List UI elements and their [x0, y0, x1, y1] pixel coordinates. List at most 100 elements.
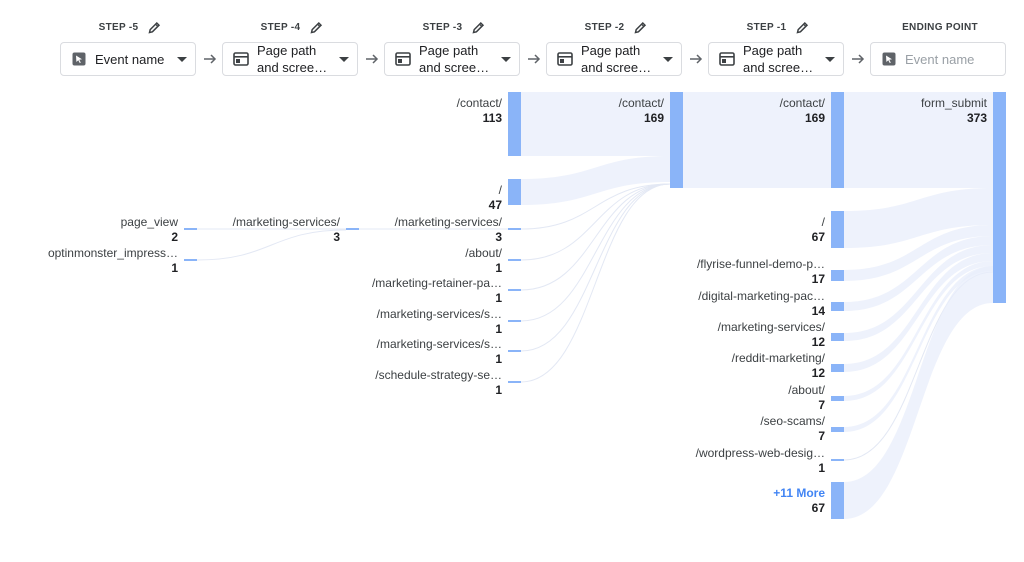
flow-link — [520, 183, 671, 291]
node-bar[interactable] — [831, 211, 844, 248]
step-label: STEP -4 — [260, 21, 301, 33]
node-bar[interactable] — [831, 482, 844, 519]
node-bar[interactable] — [508, 350, 521, 352]
node-count: 67 — [812, 230, 826, 244]
step-header-2: STEP -4 — [222, 18, 362, 36]
node-bar[interactable] — [831, 302, 844, 311]
dimension-selector-5[interactable]: Page path and scree… — [708, 42, 844, 76]
dimension-value: Page path and scree… — [581, 43, 652, 75]
node-label: page_view — [121, 215, 179, 229]
node-bar[interactable] — [508, 320, 521, 322]
node-count: 373 — [967, 111, 987, 125]
step-header-3: STEP -3 — [384, 18, 524, 36]
node-label: /digital-marketing-pac… — [698, 289, 825, 303]
node-label: / — [499, 183, 503, 197]
chevron-down-icon — [339, 56, 349, 62]
dimension-selector-1[interactable]: Event name — [60, 42, 196, 76]
step-header-5: STEP -1 — [708, 18, 848, 36]
node-count: 3 — [333, 230, 340, 244]
node-count: 67 — [812, 501, 826, 515]
page-icon — [395, 51, 411, 67]
flow-link — [844, 266, 993, 519]
dimension-value: Page path and scree… — [257, 43, 328, 75]
dimension-selector-2[interactable]: Page path and scree… — [222, 42, 358, 76]
dimension-selector-4[interactable]: Page path and scree… — [546, 42, 682, 76]
step-label: STEP -1 — [746, 21, 787, 33]
flow-link — [520, 183, 671, 383]
node-bar[interactable] — [670, 92, 683, 188]
node-label: /marketing-retainer-pa… — [372, 276, 502, 290]
node-bar[interactable] — [508, 228, 521, 230]
node-bar[interactable] — [993, 92, 1006, 303]
node-bar[interactable] — [831, 427, 844, 432]
flow-link — [521, 92, 670, 156]
node-label: /contact/ — [619, 96, 665, 110]
node-count: 1 — [495, 322, 502, 336]
node-count: 7 — [818, 398, 825, 412]
node-label: /marketing-services/ — [233, 215, 341, 229]
node-bar[interactable] — [508, 92, 521, 156]
page-icon — [719, 51, 735, 67]
flow-link — [844, 92, 993, 188]
pencil-icon[interactable] — [796, 21, 809, 34]
node-count: 1 — [171, 261, 178, 275]
node-count: 12 — [812, 335, 826, 349]
page-icon — [233, 51, 249, 67]
arrow-right-icon — [364, 51, 380, 67]
node-bar[interactable] — [831, 364, 844, 372]
cursor-icon — [71, 51, 87, 67]
node-count: 169 — [644, 111, 664, 125]
node-bar[interactable] — [831, 333, 844, 341]
pencil-icon[interactable] — [634, 21, 647, 34]
node-count: 17 — [812, 272, 826, 286]
flow-link — [520, 183, 671, 352]
chevron-down-icon — [825, 56, 835, 62]
node-bar[interactable] — [346, 228, 359, 230]
step-label: STEP -3 — [422, 21, 463, 33]
node-count: 7 — [818, 429, 825, 443]
node-count: 12 — [812, 366, 826, 380]
node-label: /marketing-services/ — [718, 320, 826, 334]
node-count: 47 — [489, 198, 503, 212]
node-bar[interactable] — [508, 179, 521, 205]
node-label: /contact/ — [457, 96, 503, 110]
step-header-1: STEP -5 — [60, 18, 200, 36]
node-label: /wordpress-web-desig… — [696, 446, 825, 460]
node-bar[interactable] — [184, 228, 197, 230]
node-count: 1 — [818, 461, 825, 475]
flow-link — [683, 92, 831, 188]
pencil-icon[interactable] — [310, 21, 323, 34]
node-label: /about/ — [788, 383, 825, 397]
node-label: form_submit — [921, 96, 988, 110]
node-bar[interactable] — [508, 259, 521, 261]
pencil-icon[interactable] — [148, 21, 161, 34]
node-label: /marketing-services/s… — [377, 307, 502, 321]
node-bar[interactable] — [831, 92, 844, 188]
step-header-4: STEP -2 — [546, 18, 686, 36]
node-bar[interactable] — [184, 259, 197, 261]
node-bar[interactable] — [831, 396, 844, 401]
node-label: optinmonster_impress… — [48, 246, 178, 260]
node-bar[interactable] — [508, 289, 521, 291]
node-label: /seo-scams/ — [760, 414, 825, 428]
dimension-selector-6[interactable]: Event name — [870, 42, 1006, 76]
more-nodes-link[interactable]: +11 More — [773, 486, 825, 500]
dimension-selector-3[interactable]: Page path and scree… — [384, 42, 520, 76]
flow-link — [520, 183, 671, 322]
flow-link — [521, 156, 670, 205]
node-label: / — [822, 215, 826, 229]
flow-link — [844, 245, 993, 341]
node-count: 113 — [483, 111, 503, 125]
node-count: 1 — [495, 291, 502, 305]
flow-link — [844, 236, 993, 311]
flow-link — [844, 253, 993, 372]
node-bar[interactable] — [831, 270, 844, 281]
node-bar[interactable] — [508, 381, 521, 383]
step-label: STEP -5 — [98, 21, 139, 33]
flow-link — [196, 229, 347, 261]
node-bar[interactable] — [831, 459, 844, 461]
flow-link — [520, 183, 671, 230]
step-label: STEP -2 — [584, 21, 625, 33]
pencil-icon[interactable] — [472, 21, 485, 34]
